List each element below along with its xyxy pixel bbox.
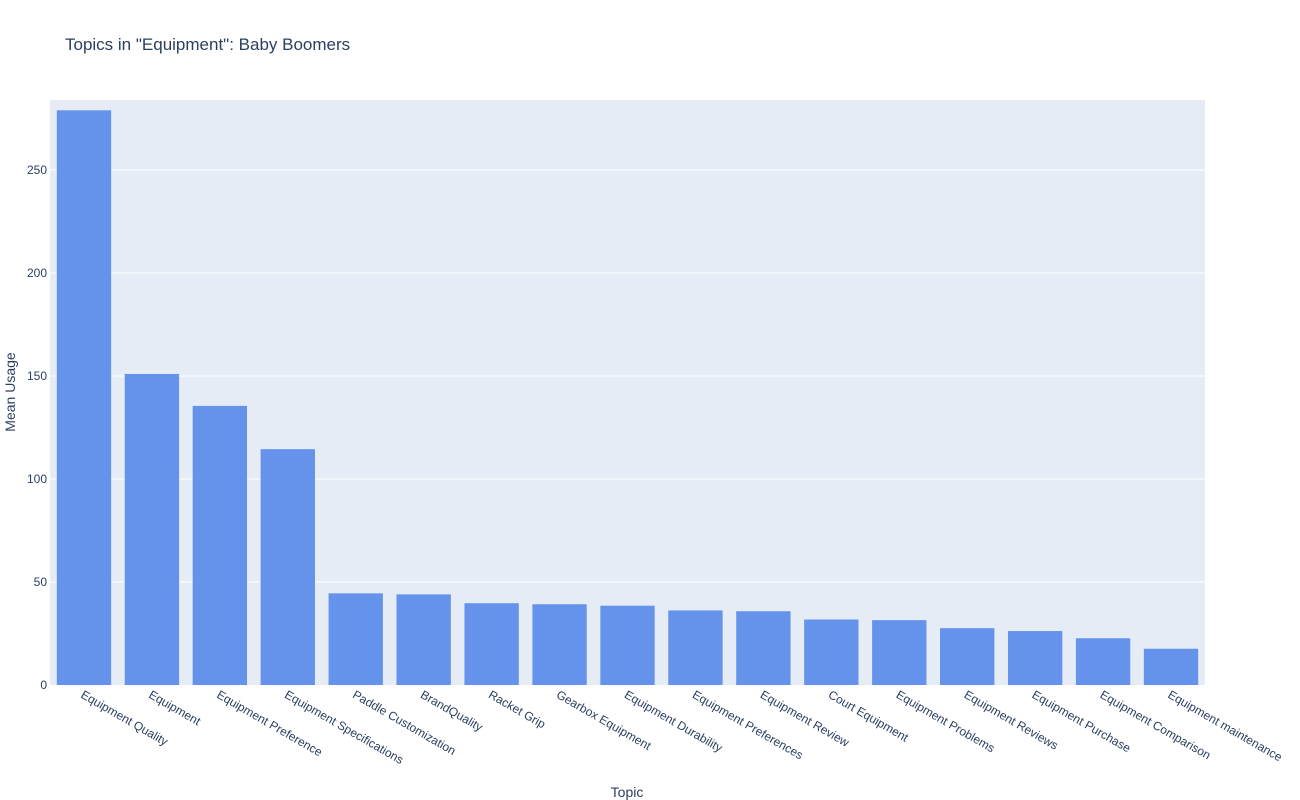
bar <box>940 628 995 685</box>
bar <box>192 405 248 685</box>
y-tick-label: 100 <box>27 472 47 486</box>
bar <box>804 619 859 685</box>
y-tick-label: 250 <box>27 163 47 177</box>
x-tick-label: BrandQuality <box>418 687 485 734</box>
bar <box>668 610 723 685</box>
bar <box>260 449 315 685</box>
bar <box>532 604 587 685</box>
bar <box>396 594 451 685</box>
y-tick-label: 50 <box>34 575 48 589</box>
x-tick-label: Equipment Specifications <box>282 687 406 766</box>
x-tick-label: Equipment Comparison <box>1098 687 1214 762</box>
y-tick-label: 150 <box>27 369 47 383</box>
x-axis-title: Topic <box>611 784 644 800</box>
y-tick-label: 200 <box>27 266 47 280</box>
bar <box>1143 648 1199 685</box>
y-axis-title: Mean Usage <box>2 352 18 432</box>
bar <box>736 611 791 685</box>
x-tick-label: Equipment maintenance <box>1166 687 1285 764</box>
x-tick-label: Equipment Preferences <box>690 687 806 762</box>
y-axis-ticks: 0 50 100 150 200 250 <box>27 163 47 692</box>
bar <box>56 110 112 685</box>
x-tick-label: Racket Grip <box>486 687 548 731</box>
bar <box>1075 638 1131 685</box>
chart-title: Topics in "Equipment": Baby Boomers <box>65 35 350 54</box>
bar <box>1007 631 1063 685</box>
bar <box>328 593 383 685</box>
bar <box>600 605 655 685</box>
bars <box>56 110 1199 685</box>
y-tick-label: 0 <box>40 678 47 692</box>
x-tick-label: Equipment <box>146 687 203 728</box>
bar <box>124 373 180 685</box>
bar <box>872 620 927 685</box>
bar <box>464 603 519 685</box>
